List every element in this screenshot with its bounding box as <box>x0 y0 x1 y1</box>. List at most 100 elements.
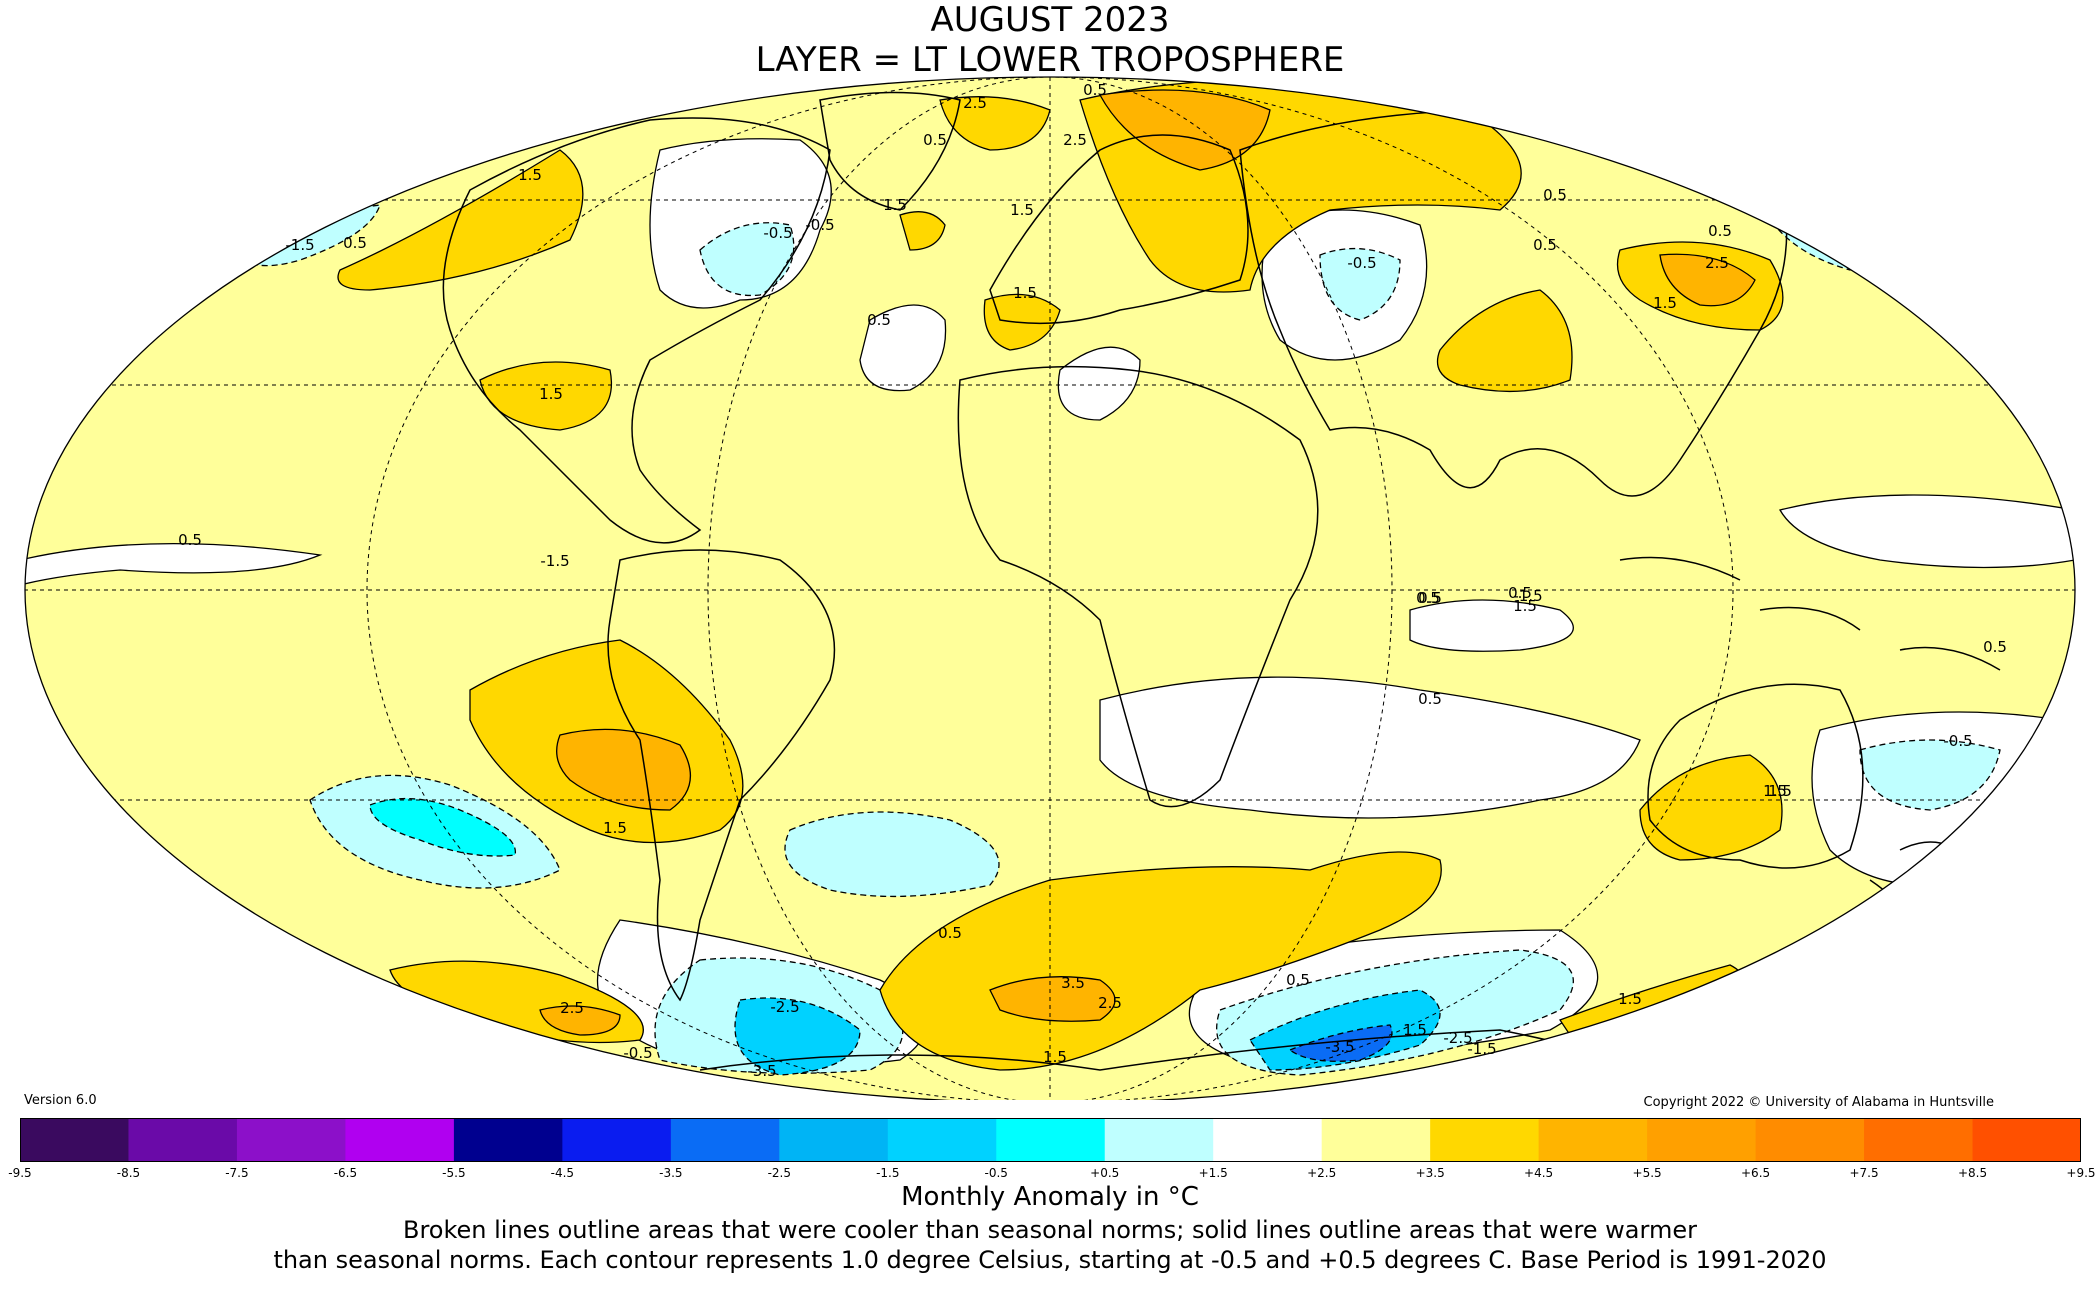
contour-label: 0.5 <box>178 531 202 549</box>
cool-region-south-pacific-mid <box>369 797 516 857</box>
contour-label: 1.5 <box>1763 782 1787 800</box>
colorbar-tick-label: -9.5 <box>8 1166 32 1180</box>
contour-label: 0.5 <box>923 131 947 149</box>
colorbar-tick-label: +9.5 <box>2066 1166 2096 1180</box>
contour-label: -2.5 <box>1443 1029 1472 1047</box>
colorbar-tick-label: +3.5 <box>1415 1166 1445 1180</box>
neutral-region-indian-ocean <box>1409 599 1574 652</box>
contour-label: 1.5 <box>883 196 907 214</box>
contour-label: 1.5 <box>1013 284 1037 302</box>
colorbar-swatch <box>1972 1118 2081 1162</box>
colorbar-swatch <box>1321 1118 1431 1162</box>
contour-label: 0.5 <box>1286 971 1310 989</box>
colorbar-swatch <box>1864 1118 1974 1162</box>
contour-label: 1.5 <box>1403 1021 1427 1039</box>
contour-label: -0.5 <box>763 224 792 242</box>
contour-label: 0.5 <box>1083 81 1107 99</box>
warm-region-east-siberia-core <box>1659 253 1756 307</box>
neutral-region-atlantic <box>859 304 947 392</box>
colorbar-tick-label: +2.5 <box>1307 1166 1337 1180</box>
colorbar-swatch <box>562 1118 672 1162</box>
colorbar-tick-label: +8.5 <box>1957 1166 1988 1180</box>
contour-label: 0.5 <box>1508 584 1532 602</box>
neutral-region-east-pacific-band <box>1779 494 2075 569</box>
caption-line-1: Broken lines outline areas that were coo… <box>403 1216 1697 1244</box>
anomaly-map: 2.50.50.51.5-0.5 -0.51.51.50.5-1.52.50.50… <box>24 76 2076 1100</box>
coast-south-america <box>607 549 836 1002</box>
colorbar-swatch <box>779 1118 889 1162</box>
colorbar-label: Monthly Anomaly in °C <box>901 1182 1199 1212</box>
cool-region-australia-east <box>1859 739 2001 811</box>
contour-label: 2.5 <box>560 999 584 1017</box>
colorbar-swatch <box>345 1118 455 1162</box>
contour-label: 1.5 <box>1653 294 1677 312</box>
colorbar-swatch <box>996 1118 1106 1162</box>
contour-label: 0.5 <box>1708 222 1732 240</box>
contour-label: 0.5 <box>1983 638 2007 656</box>
contour-label: -3.5 <box>747 1062 776 1080</box>
caption-line-2: than seasonal norms. Each contour repres… <box>273 1246 1827 1274</box>
colorbar-swatch <box>1104 1118 1214 1162</box>
colorbar-tick-label: -2.5 <box>767 1166 792 1180</box>
warm-region-south-pacific-sw-core <box>539 1005 621 1036</box>
warm-region-scandinavia-core <box>1098 89 1271 171</box>
contour-label: 1.5 <box>1513 597 1537 615</box>
colorbar-swatch <box>1755 1118 1865 1162</box>
warm-region-south-america-core <box>556 728 692 811</box>
colorbar-swatch <box>128 1118 238 1162</box>
colorbar-swatch <box>20 1118 129 1162</box>
contour-label: 1.5 <box>1010 201 1034 219</box>
coast-australia <box>1647 683 1864 869</box>
version-label: Version 6.0 <box>24 1093 97 1108</box>
contour-label: 0.5 <box>1418 690 1442 708</box>
neutral-region-sahara <box>1057 346 1141 421</box>
warm-region-greenland-north <box>939 96 1051 151</box>
cool-region-antarctic-east-deep <box>1288 1024 1393 1062</box>
layer-subtitle: LAYER = LT LOWER TROPOSPHERE <box>755 40 1345 80</box>
contour-label: -0.5 <box>1943 732 1972 750</box>
colorbar-tick-label: -4.5 <box>550 1166 575 1180</box>
warm-region-tibet <box>1436 289 1573 393</box>
colorbar-tick-label: -6.5 <box>333 1166 358 1180</box>
contour-label: 1.5 <box>518 166 542 184</box>
colorbar-swatch <box>1430 1118 1540 1162</box>
contour-labels: 2.50.50.51.5-0.5 -0.51.51.50.5-1.52.50.50… <box>178 81 2007 1080</box>
contour-label: 0.5 <box>938 924 962 942</box>
contour-label: 2.5 <box>1705 254 1729 272</box>
contour-label: -2.5 <box>770 998 799 1016</box>
contour-label: 0.5 <box>1418 589 1442 607</box>
neutral-region-southern-band <box>1099 676 1641 819</box>
map-title: AUGUST 2023 <box>930 0 1170 40</box>
coast-greenland <box>819 91 961 211</box>
contour-label: -1.5 <box>285 236 314 254</box>
coast-maritime-continent <box>1619 556 2001 671</box>
coast-africa <box>957 365 1319 808</box>
colorbar-tick-label: +7.5 <box>1849 1166 1879 1180</box>
colorbar-swatch <box>670 1118 780 1162</box>
warm-region-australia <box>1639 754 1783 861</box>
colorbar-tick-label: -3.5 <box>659 1166 683 1180</box>
cool-region-south-atlantic <box>784 811 1000 898</box>
contour-label: -1.5 <box>1513 587 1542 605</box>
colorbar-swatch <box>887 1118 997 1162</box>
contour-label: 0.5 <box>867 311 891 329</box>
warm-region-southern-atlantic-core <box>989 976 1116 1022</box>
contour-label: 1.5 <box>1618 990 1642 1008</box>
contour-label: 1.5 <box>1043 1048 1067 1066</box>
contour-label: 2.5 <box>1063 131 1087 149</box>
colorbar-tick-label: +6.5 <box>1741 1166 1771 1180</box>
warm-region-us-southwest <box>479 361 612 431</box>
contour-label: 2.5 <box>963 94 987 112</box>
contour-label: -3.5 <box>1325 1038 1354 1056</box>
contour-label: 0.5 <box>1416 589 1440 607</box>
contour-label: 1.5 <box>539 385 563 403</box>
contour-label: 3.5 <box>1061 974 1085 992</box>
cool-region-hudson <box>699 222 795 297</box>
colorbar-swatch <box>236 1118 346 1162</box>
coast-europe <box>989 134 1249 325</box>
colorbar-tick-label: +5.5 <box>1632 1166 1662 1180</box>
colorbar-swatch <box>1538 1118 1648 1162</box>
colorbar-swatch <box>453 1118 563 1162</box>
contour-label: 0.5 <box>1543 186 1567 204</box>
contour-label: 1.5 <box>603 819 627 837</box>
